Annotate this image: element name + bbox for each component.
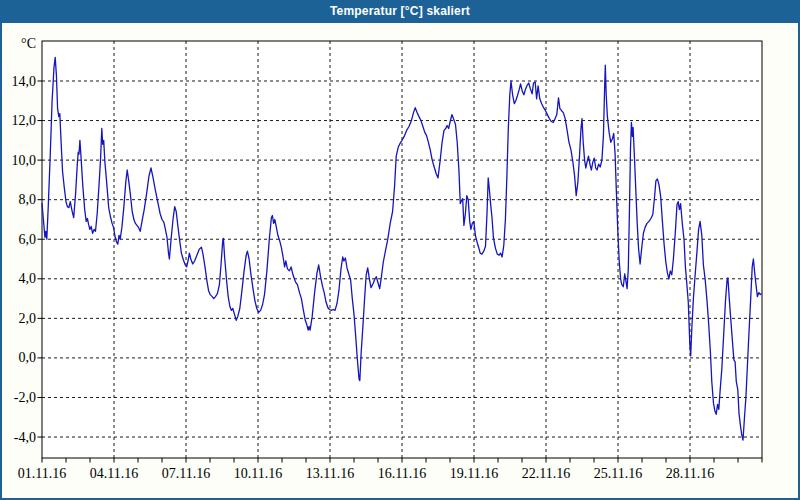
x-tick-label: 10.11.16 (234, 466, 282, 481)
x-tick-label: 22.11.16 (522, 466, 570, 481)
x-tick-label: 16.11.16 (378, 466, 426, 481)
y-tick-label: 4,0 (19, 271, 37, 286)
y-axis-unit-label: °C (21, 36, 36, 51)
y-tick-label: 14,0 (12, 74, 37, 89)
y-tick-label: 8,0 (19, 192, 37, 207)
x-tick-label: 01.11.16 (18, 466, 66, 481)
y-tick-label: -4,0 (14, 430, 36, 445)
y-tick-label: 12,0 (12, 113, 37, 128)
y-tick-label: 2,0 (19, 311, 37, 326)
y-tick-label: 6,0 (19, 232, 37, 247)
x-tick-label: 28.11.16 (666, 466, 714, 481)
chart-canvas[interactable]: 14,0 12,0 10,0 8,0 6,0 4,0 2,0 0,0 -2,0 -4,0 °C 01.… (2, 0, 800, 500)
x-tick-label: 07.11.16 (162, 466, 210, 481)
y-tick-label: 0,0 (19, 350, 37, 365)
x-tick-label: 25.11.16 (594, 466, 642, 481)
chart-window: Temperatur [°C] skaliert 14,012,010,08,0… (0, 0, 800, 500)
x-tick-label: 13.11.16 (306, 466, 354, 481)
x-tick-label: 19.11.16 (450, 466, 498, 481)
y-tick-label: -2,0 (14, 390, 36, 405)
y-tick-label: 10,0 (12, 153, 37, 168)
x-tick-label: 04.11.16 (90, 466, 138, 481)
